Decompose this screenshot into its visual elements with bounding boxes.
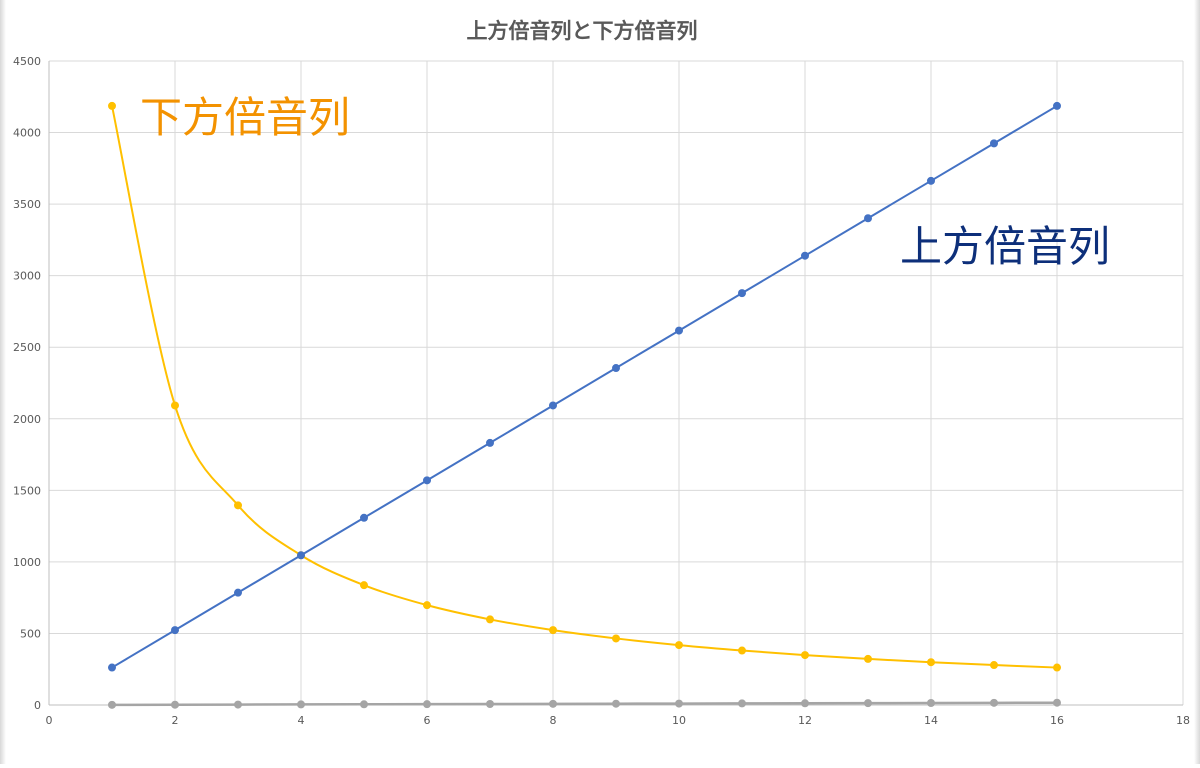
series-point-2: [423, 700, 431, 709]
x-tick-label: 4: [298, 714, 305, 727]
series-point-2: [801, 699, 809, 708]
series-point-2: [927, 698, 935, 707]
y-tick-label: 4000: [13, 127, 41, 140]
gridlines: [49, 60, 1184, 705]
x-tick-label: 10: [672, 714, 686, 727]
series-point-2: [1053, 698, 1061, 707]
y-tick-label: 1000: [13, 556, 41, 569]
series-point-1: [675, 641, 683, 650]
series-point-0: [171, 626, 179, 635]
series-point-1: [360, 581, 368, 590]
x-tick-label: 18: [1176, 714, 1190, 727]
series-point-0: [927, 176, 935, 185]
series-point-2: [297, 700, 305, 709]
series-point-0: [990, 139, 998, 148]
series-point-2: [738, 699, 746, 708]
y-tick-label: 0: [34, 699, 41, 712]
series-point-1: [1053, 663, 1061, 672]
x-tick-label: 8: [550, 714, 557, 727]
series-point-1: [423, 601, 431, 610]
series-point-2: [549, 699, 557, 708]
series-point-0: [1053, 101, 1061, 110]
y-tick-label: 1500: [13, 484, 41, 497]
series-line-1: [111, 105, 1058, 669]
series-point-1: [990, 661, 998, 670]
series-point-2: [234, 700, 242, 709]
series-label-lower: 下方倍音列: [140, 93, 350, 142]
x-tick-label: 0: [46, 714, 53, 727]
series-point-1: [738, 646, 746, 655]
series-point-0: [738, 289, 746, 298]
series-point-0: [549, 401, 557, 410]
y-tick-label: 4500: [13, 55, 41, 68]
series-point-2: [612, 699, 620, 708]
series-line-0: [111, 105, 1058, 669]
series-point-0: [486, 438, 494, 447]
series-point-0: [675, 326, 683, 335]
axes: 0 2 4 6 8 10 12 14 16 18 0 500 1000 1500 2000 2500 3000 3…: [13, 55, 1190, 727]
series-label-upper: 上方倍音列: [900, 222, 1110, 271]
series-point-2: [360, 700, 368, 709]
y-tick-label: 2000: [13, 413, 41, 426]
series-point-2: [990, 698, 998, 707]
series-point-2: [171, 700, 179, 709]
chart-title: 上方倍音列と下方倍音列: [467, 19, 698, 43]
y-tick-label: 500: [20, 627, 41, 640]
series: [108, 101, 1061, 709]
series-point-0: [234, 588, 242, 597]
x-tick-label: 12: [798, 714, 812, 727]
x-tick-label: 14: [924, 714, 938, 727]
series-point-0: [297, 551, 305, 560]
series-point-1: [549, 626, 557, 635]
series-point-1: [486, 615, 494, 624]
series-point-0: [360, 513, 368, 522]
y-tick-label: 3000: [13, 270, 41, 283]
y-tick-label: 3500: [13, 198, 41, 211]
series-point-0: [612, 364, 620, 373]
series-point-1: [108, 101, 116, 110]
series-point-1: [864, 654, 872, 663]
x-tick-label: 16: [1050, 714, 1064, 727]
series-point-1: [171, 401, 179, 410]
window-edge-right: [1194, 0, 1200, 764]
y-tick-label: 2500: [13, 341, 41, 354]
series-point-2: [864, 699, 872, 708]
series-point-1: [234, 501, 242, 510]
series-point-0: [801, 251, 809, 260]
x-tick-label: 2: [172, 714, 179, 727]
series-point-1: [801, 651, 809, 660]
series-point-1: [927, 658, 935, 667]
series-point-0: [423, 476, 431, 485]
window-edge-left: [0, 0, 6, 764]
series-point-2: [486, 699, 494, 708]
series-point-2: [675, 699, 683, 708]
series-point-0: [108, 663, 116, 672]
series-point-1: [612, 634, 620, 643]
x-tick-label: 6: [424, 714, 431, 727]
series-point-0: [864, 214, 872, 223]
series-line-2: [111, 701, 1058, 707]
series-point-2: [108, 700, 116, 709]
